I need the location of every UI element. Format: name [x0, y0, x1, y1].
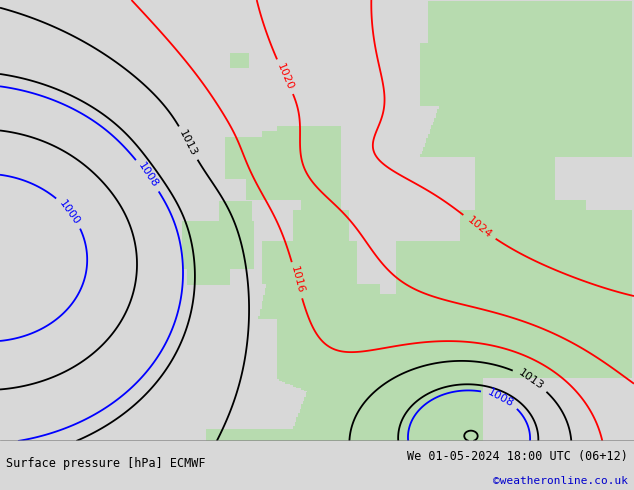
- Text: Surface pressure [hPa] ECMWF: Surface pressure [hPa] ECMWF: [6, 457, 206, 470]
- Text: 1013: 1013: [516, 368, 545, 392]
- Text: 1016: 1016: [288, 266, 306, 295]
- Text: 1000: 1000: [58, 198, 82, 227]
- Text: 1013: 1013: [178, 128, 199, 158]
- Text: 1008: 1008: [486, 387, 515, 409]
- Text: 1020: 1020: [275, 62, 295, 92]
- Text: 1008: 1008: [136, 161, 160, 190]
- Text: 1024: 1024: [465, 214, 493, 240]
- Text: ©weatheronline.co.uk: ©weatheronline.co.uk: [493, 476, 628, 486]
- Text: We 01-05-2024 18:00 UTC (06+12): We 01-05-2024 18:00 UTC (06+12): [407, 450, 628, 463]
